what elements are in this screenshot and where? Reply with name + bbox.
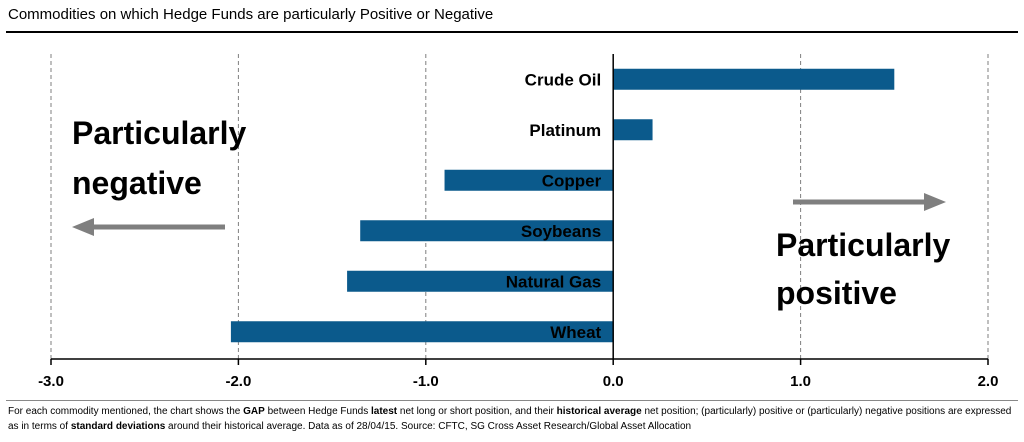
negative-label-line1: Particularly [72, 115, 247, 151]
footnote-bold-1: GAP [243, 406, 265, 417]
bar-0 [613, 68, 895, 90]
footnote-bold-2: latest [370, 406, 398, 417]
bar-3 [360, 220, 614, 242]
x-tick-label-3: 0.0 [603, 373, 624, 390]
footnote-text-5: around their historical average. Data as… [165, 421, 692, 432]
left-arrow-icon [72, 218, 94, 236]
chart-title: Commodities on which Hedge Funds are par… [8, 6, 494, 23]
title-divider [6, 31, 1018, 33]
negative-label-line2: negative [72, 165, 202, 201]
category-label-5: Wheat [550, 323, 601, 342]
x-tick-label-0: -3.0 [38, 373, 64, 390]
category-label-3: Soybeans [521, 222, 601, 241]
positive-label-line2: positive [776, 275, 897, 311]
x-tick-label-2: -1.0 [413, 373, 439, 390]
category-label-4: Natural Gas [506, 272, 601, 291]
footnote-divider [6, 400, 1018, 401]
footnote-text-3: net long or short position, and their [397, 406, 557, 417]
footnote: For each commodity mentioned, the chart … [8, 404, 1016, 434]
x-tick-label-5: 2.0 [978, 373, 999, 390]
right-arrow-icon [924, 193, 946, 211]
bar-2 [444, 169, 614, 191]
footnote-text-1: For each commodity mentioned, the chart … [8, 406, 244, 417]
x-tick-label-4: 1.0 [790, 373, 811, 390]
footnote-text-4: net position; (particularly) positive or… [8, 406, 1012, 432]
category-label-1: Platinum [529, 121, 601, 140]
x-tick-label-1: -2.0 [225, 373, 251, 390]
chart-area: Crude Oil Platinum Copper Soybeans Natural G… [38, 54, 999, 390]
footnote-bold-4: standard deviations [70, 421, 166, 432]
bar-5 [230, 321, 614, 343]
positive-label-line1: Particularly [776, 227, 951, 263]
bar-1 [613, 119, 653, 141]
category-label-2: Copper [542, 171, 602, 190]
bar-4 [347, 270, 614, 292]
footnote-bold-3: historical average [556, 406, 642, 417]
category-label-0: Crude Oil [525, 70, 602, 89]
footnote-text-2: between Hedge Funds [264, 406, 371, 417]
